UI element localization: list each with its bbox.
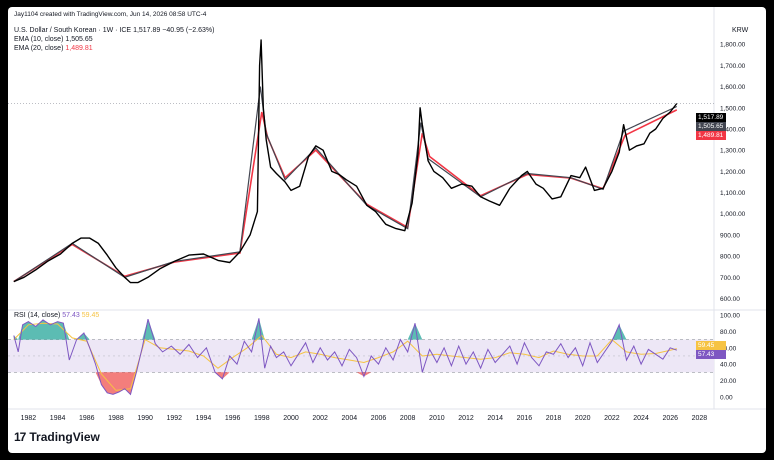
price-tick-label: 600.00 <box>720 296 740 303</box>
rsi-legend[interactable]: RSI (14, close) 57.43 59.45 <box>14 312 99 319</box>
price-tick-label: 900.00 <box>720 232 740 239</box>
price-tick-label: 1,100.00 <box>720 190 746 197</box>
time-tick-label: 2008 <box>400 415 416 422</box>
rsi-ma-value: 59.45 <box>81 312 100 319</box>
time-tick-label: 1990 <box>137 415 153 422</box>
rsi-overbought-fill <box>13 318 677 340</box>
time-tick-label: 2020 <box>575 415 591 422</box>
price-tick-label: 1,800.00 <box>720 42 746 49</box>
time-tick-label: 2022 <box>604 415 620 422</box>
rsi-value: 57.43 <box>62 312 80 319</box>
rsi-line <box>13 318 677 396</box>
last-price-tag: 1,517.89 <box>696 113 726 122</box>
price-tick-label: 700.00 <box>720 275 740 282</box>
time-tick-label: 2002 <box>312 415 328 422</box>
price-tick-label: 1,000.00 <box>720 211 746 218</box>
rsi-oversold-fill <box>13 372 677 395</box>
brand-name: TradingView <box>29 430 100 444</box>
price-tick-label: 1,200.00 <box>720 169 746 176</box>
ema10-line <box>13 86 678 283</box>
ema10-label: EMA (10, close) <box>14 36 64 43</box>
time-tick-label: 1986 <box>79 415 95 422</box>
time-tick-label: 2028 <box>692 415 708 422</box>
time-tick-label: 2018 <box>546 415 562 422</box>
time-tick-label: 2006 <box>371 415 387 422</box>
time-tick-label: 2012 <box>458 415 474 422</box>
time-tick-label: 2016 <box>517 415 533 422</box>
ema10-price-tag: 1,505.65 <box>696 122 726 131</box>
time-tick-label: 2014 <box>487 415 503 422</box>
time-tick-label: 1998 <box>254 415 270 422</box>
ema10-legend[interactable]: EMA (10, close) 1,505.65 <box>14 36 93 43</box>
ema20-line <box>13 109 678 283</box>
currency-label: KRW <box>732 27 749 34</box>
ema20-price-tag: 1,489.81 <box>696 131 726 140</box>
time-tick-label: 2024 <box>633 415 649 422</box>
ema20-legend[interactable]: EMA (20, close) 1,489.81 <box>14 45 93 52</box>
ema20-label: EMA (20, close) <box>14 45 64 52</box>
time-tick-label: 1996 <box>225 415 241 422</box>
price-tick-label: 800.00 <box>720 254 740 261</box>
price-tick-label: 1,600.00 <box>720 84 746 91</box>
time-tick-label: 1988 <box>108 415 124 422</box>
rsi-ma-tag: 59.45 <box>696 341 726 350</box>
rsi-label: RSI (14, close) <box>14 312 61 319</box>
ema20-value: 1,489.81 <box>65 45 93 52</box>
rsi-tick-label: 100.00 <box>720 313 740 320</box>
rsi-tag: 57.43 <box>696 350 726 359</box>
last-price: 1,517.89 <box>133 27 161 34</box>
rsi-tick-label: 20.00 <box>720 378 737 385</box>
symbol-name[interactable]: U.S. Dollar / South Korean · 1W · ICE <box>14 27 132 34</box>
chart-canvas[interactable]: 600.00 700.00 800.00 900.00 1,000.00 1,100.00… <box>8 7 766 453</box>
rsi-tick-label: 0.00 <box>720 394 733 401</box>
price-line <box>13 39 678 284</box>
price-change: −40.95 (−2.63%) <box>162 27 215 34</box>
tradingview-logo[interactable]: 17 TradingView <box>14 430 100 444</box>
time-tick-label: 2000 <box>283 415 299 422</box>
price-tick-label: 1,400.00 <box>720 126 746 133</box>
time-tick-label: 1992 <box>167 415 183 422</box>
rsi-tick-label: 60.00 <box>720 345 737 352</box>
chart-frame: 600.00 700.00 800.00 900.00 1,000.00 1,100.00… <box>8 7 766 453</box>
time-tick-label: 1994 <box>196 415 212 422</box>
time-tick-label: 2010 <box>429 415 445 422</box>
rsi-tick-label: 40.00 <box>720 362 737 369</box>
rsi-tick-label: 80.00 <box>720 329 737 336</box>
time-tick-label: 2026 <box>662 415 678 422</box>
price-tick-label: 1,500.00 <box>720 105 746 112</box>
time-tick-label: 1982 <box>21 415 37 422</box>
time-tick-label: 2004 <box>342 415 358 422</box>
credit-line: Jay1104 created with TradingView.com, Ju… <box>14 11 207 18</box>
time-tick-label: 1984 <box>50 415 66 422</box>
symbol-line: U.S. Dollar / South Korean · 1W · ICE 1,… <box>14 27 214 34</box>
price-tick-label: 1,700.00 <box>720 63 746 70</box>
price-tick-label: 1,300.00 <box>720 148 746 155</box>
tradingview-logo-icon: 17 <box>14 430 26 444</box>
ema10-value: 1,505.65 <box>65 36 93 43</box>
